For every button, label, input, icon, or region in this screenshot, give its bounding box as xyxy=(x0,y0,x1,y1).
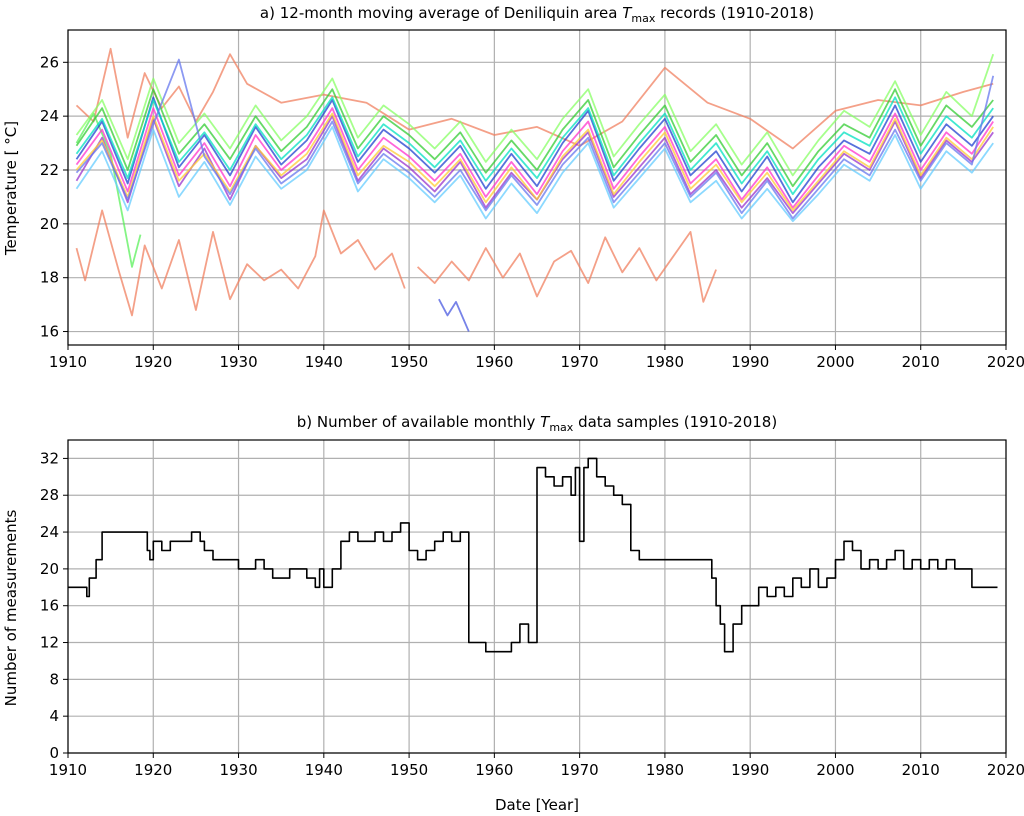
x-tick-label: 1960 xyxy=(475,761,513,779)
x-tick-label: 2000 xyxy=(816,353,854,371)
y-tick-label: 0 xyxy=(49,744,59,762)
x-tick-label: 1980 xyxy=(646,761,684,779)
y-tick-label: 26 xyxy=(40,53,59,71)
y-tick-label: 22 xyxy=(40,161,59,179)
x-tick-label: 2010 xyxy=(902,353,940,371)
x-tick-label: 2020 xyxy=(987,761,1024,779)
panel-b-title: b) Number of available monthly Tmax data… xyxy=(297,413,777,434)
y-tick-label: 8 xyxy=(49,670,59,688)
y-tick-label: 28 xyxy=(40,486,59,504)
y-tick-label: 24 xyxy=(40,107,59,125)
y-tick-label: 16 xyxy=(40,323,59,341)
x-tick-label: 1950 xyxy=(390,761,428,779)
panel-a-series-line-5 xyxy=(75,96,994,204)
panel-b-plot-frame xyxy=(67,439,1007,754)
panel-a-plot-frame xyxy=(67,29,1007,346)
panel-a-series-line-10 xyxy=(75,53,995,177)
panel-a-series-line-1 xyxy=(75,209,406,317)
panel-b: b) Number of available monthly Tmax data… xyxy=(2,413,1024,814)
y-tick-label: 12 xyxy=(40,634,59,652)
x-tick-label: 1970 xyxy=(561,761,599,779)
panel-a-series-line-0 xyxy=(75,47,994,150)
panel-a-series-line-3 xyxy=(438,298,470,332)
x-tick-label: 1970 xyxy=(561,353,599,371)
x-tick-label: 1940 xyxy=(305,761,343,779)
x-tick-label: 2020 xyxy=(987,353,1024,371)
x-tick-label: 1990 xyxy=(731,761,769,779)
panel-a-series-line-9 xyxy=(75,126,994,223)
panel-a-title: a) 12-month moving average of Deniliquin… xyxy=(260,4,814,25)
x-tick-label: 1920 xyxy=(134,761,172,779)
x-tick-label: 1980 xyxy=(646,353,684,371)
panel-a-series-line-12 xyxy=(75,96,994,196)
panel-b-series-line-0 xyxy=(68,457,998,653)
panel-a-series-line-11 xyxy=(75,112,994,212)
x-tick-label: 1920 xyxy=(134,353,172,371)
x-tick-label: 1910 xyxy=(49,761,87,779)
y-tick-label: 32 xyxy=(40,449,59,467)
x-tick-label: 1930 xyxy=(219,761,257,779)
panel-a-series-line-13 xyxy=(75,58,995,220)
panel-a-grid xyxy=(67,30,1007,345)
y-tick-label: 24 xyxy=(40,523,59,541)
panel-b-series-group xyxy=(68,457,998,653)
x-tick-label: 1910 xyxy=(49,353,87,371)
x-tick-label: 2010 xyxy=(902,761,940,779)
y-tick-label: 20 xyxy=(40,560,59,578)
panel-b-ylabel: Number of measurements xyxy=(2,509,20,706)
x-tick-label: 1990 xyxy=(731,353,769,371)
panel-b-xlabel: Date [Year] xyxy=(495,796,579,814)
panel-a-series-line-8 xyxy=(75,107,994,209)
y-tick-label: 20 xyxy=(40,215,59,233)
panel-a-series-group xyxy=(75,47,995,332)
y-tick-label: 16 xyxy=(40,597,59,615)
y-tick-label: 4 xyxy=(49,707,59,725)
x-tick-label: 1950 xyxy=(390,353,428,371)
y-tick-label: 18 xyxy=(40,269,59,287)
x-tick-label: 2000 xyxy=(816,761,854,779)
panel-a-ylabel: Temperature [ °C] xyxy=(2,121,20,256)
panel-a-series-line-7 xyxy=(75,88,994,188)
x-tick-label: 1930 xyxy=(219,353,257,371)
panel-a-series-line-2 xyxy=(416,231,717,303)
x-tick-label: 1960 xyxy=(475,353,513,371)
panel-a: a) 12-month moving average of Deniliquin… xyxy=(2,4,1024,371)
x-tick-label: 1940 xyxy=(305,353,343,371)
